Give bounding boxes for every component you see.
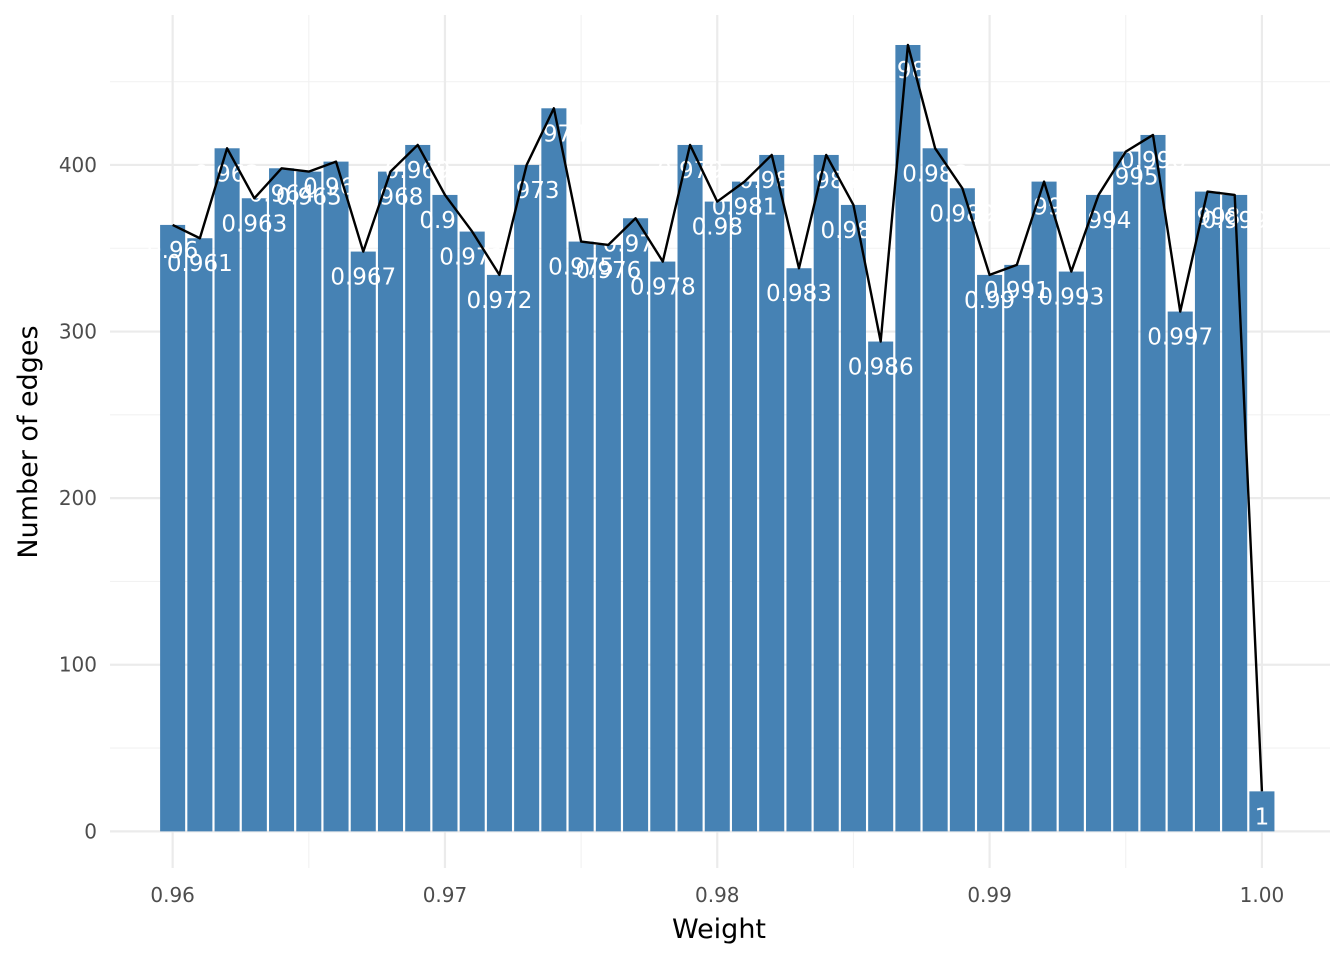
- bar-label: 0.964: [249, 181, 315, 207]
- bar-label: 0.962: [194, 161, 260, 187]
- x-axis-ticks: 0.96 0.97 0.98 0.99 1.00: [150, 883, 1284, 907]
- count-line-overlay: [172, 43, 1264, 792]
- bar: [459, 231, 485, 832]
- x-axis-title: Weight: [672, 914, 766, 945]
- bar: [840, 204, 866, 832]
- bar-label: 0.99: [964, 288, 1015, 314]
- bar-label: 0.994: [1066, 208, 1132, 234]
- bar-label: 0.975: [548, 255, 614, 281]
- bar: [486, 274, 512, 832]
- bars: [160, 44, 1275, 832]
- bar: [187, 238, 213, 832]
- y-tick-label: 0: [84, 819, 97, 843]
- x-tick-label: 0.98: [695, 883, 740, 907]
- bar: [868, 341, 894, 832]
- bar-label: 0.991: [984, 278, 1050, 304]
- bar-label: 0.976: [575, 258, 641, 284]
- bar: [432, 194, 458, 832]
- bar: [160, 224, 186, 832]
- bar: [1058, 271, 1084, 832]
- y-tick-label: 400: [59, 153, 97, 177]
- bar: [759, 154, 785, 832]
- bar-label: 0.986: [848, 355, 914, 381]
- bar-label: 1: [1255, 804, 1270, 830]
- bar-label: 0.98: [692, 215, 743, 241]
- bar-label: 0.983: [766, 281, 832, 307]
- bar-label: 0.961: [167, 251, 233, 277]
- bar-label: 0.989: [929, 201, 995, 227]
- bar-label: 0.972: [466, 288, 532, 314]
- bar: [241, 198, 267, 832]
- bar-label: 0.974: [521, 121, 587, 147]
- bar: [1194, 191, 1220, 832]
- bar: [568, 241, 594, 832]
- bar: [895, 44, 921, 832]
- count-line: [172, 43, 1264, 792]
- bar: [704, 201, 730, 832]
- y-tick-label: 100: [59, 653, 97, 677]
- bar-label: 0.992: [1011, 195, 1077, 221]
- bar: [623, 218, 649, 832]
- bar: [786, 268, 812, 832]
- bar-label: 0.966: [303, 175, 369, 201]
- bar: [514, 164, 540, 832]
- x-tick-label: 0.96: [150, 883, 195, 907]
- bar: [813, 154, 839, 832]
- bar-label: 0.969: [385, 158, 451, 184]
- bar: [405, 144, 431, 832]
- bar-label: 0.963: [221, 211, 287, 237]
- bar: [677, 144, 703, 832]
- bar-label: 0.979: [657, 158, 723, 184]
- bar: [296, 171, 322, 832]
- y-tick-label: 300: [59, 320, 97, 344]
- bar-label: 0.97: [419, 208, 470, 234]
- bar-label: 0.967: [330, 265, 396, 291]
- bar-label: 0.988: [902, 161, 968, 187]
- bar-label: 0.982: [739, 168, 805, 194]
- bar: [541, 108, 567, 832]
- x-tick-label: 0.97: [423, 883, 468, 907]
- bar: [1031, 181, 1057, 832]
- bar-label: 0.973: [494, 178, 560, 204]
- x-tick-label: 0.99: [967, 883, 1012, 907]
- bar-label: 0.987: [875, 58, 941, 84]
- bar-label: 0.968: [358, 185, 424, 211]
- bar: [1086, 194, 1112, 832]
- bar: [977, 274, 1003, 832]
- bar-label: 0.993: [1038, 285, 1104, 311]
- bar: [1249, 791, 1275, 832]
- bar: [595, 244, 621, 832]
- bar-label: 0.996: [1120, 148, 1186, 174]
- y-axis-ticks: 0 100 200 300 400: [59, 153, 97, 843]
- bar: [1004, 264, 1030, 832]
- bar: [1167, 311, 1193, 832]
- bar: [377, 171, 404, 832]
- bar-label: 0.965: [276, 185, 342, 211]
- y-tick-label: 200: [59, 486, 97, 510]
- bar-label: 0.978: [630, 275, 696, 301]
- bar: [731, 181, 758, 832]
- bar-label: 0.997: [1147, 325, 1213, 351]
- bar: [350, 251, 376, 832]
- bar-label: 0.96: [147, 238, 198, 264]
- bar: [650, 261, 676, 832]
- bar: [922, 148, 948, 832]
- y-axis-title: Number of edges: [13, 325, 44, 558]
- bar-label: 0.998: [1175, 205, 1241, 231]
- bar: [323, 161, 349, 832]
- bar: [214, 148, 240, 832]
- bar: [949, 188, 975, 832]
- bar: [1113, 151, 1139, 832]
- bar: [1222, 194, 1248, 832]
- bar: [269, 168, 295, 832]
- bar-label: 0.984: [793, 168, 859, 194]
- x-tick-label: 1.00: [1240, 883, 1285, 907]
- bar: [1140, 134, 1166, 832]
- bar-label: 0.985: [821, 218, 887, 244]
